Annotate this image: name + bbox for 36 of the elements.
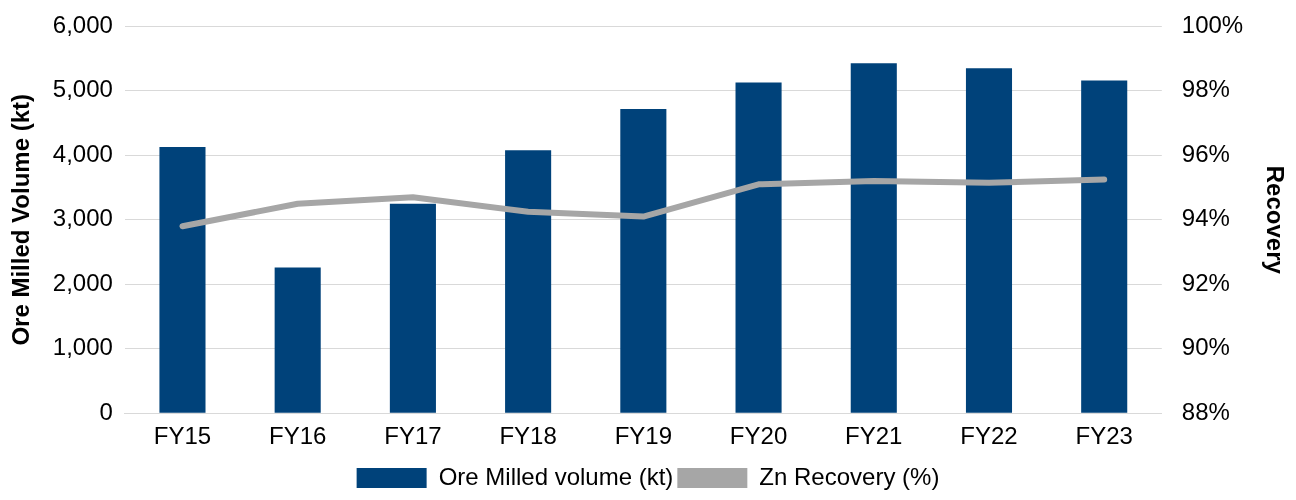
x-tick-label: FY15 bbox=[153, 422, 212, 450]
bar bbox=[505, 150, 552, 413]
bar bbox=[965, 68, 1013, 413]
legend-label: Zn Recovery (%) bbox=[759, 462, 940, 490]
y-tick-label: 3,000 bbox=[52, 204, 113, 232]
bar bbox=[850, 63, 897, 413]
x-tick-label: FY17 bbox=[384, 422, 442, 450]
x-tick-label: FY16 bbox=[269, 422, 327, 450]
y-tick-label: 2,000 bbox=[52, 268, 113, 296]
y-tick-label: 6,000 bbox=[52, 11, 113, 39]
x-tick-label: FY22 bbox=[960, 422, 1018, 450]
y-tick-label: 1,000 bbox=[52, 333, 113, 361]
y2-tick-label: 100% bbox=[1181, 11, 1244, 39]
y2-tick-label: 92% bbox=[1181, 268, 1230, 296]
x-tick-label: FY18 bbox=[499, 422, 557, 450]
bar bbox=[389, 203, 436, 413]
y2-tick-label: 88% bbox=[1181, 397, 1230, 425]
y2-axis-title: Recovery bbox=[1261, 165, 1289, 275]
y2-tick-label: 98% bbox=[1181, 75, 1230, 103]
y2-tick-label: 94% bbox=[1181, 204, 1230, 232]
x-tick-label: FY20 bbox=[729, 422, 788, 450]
y2-tick-label: 96% bbox=[1181, 139, 1230, 167]
x-tick-label: FY19 bbox=[614, 422, 673, 450]
y-tick-label: 4,000 bbox=[52, 139, 113, 167]
x-tick-label: FY21 bbox=[845, 422, 903, 450]
y-axis-title: Ore Milled Volume (kt) bbox=[7, 94, 35, 346]
bar bbox=[620, 108, 667, 413]
legend-label: Ore Milled volume (kt) bbox=[438, 462, 674, 490]
y2-tick-label: 90% bbox=[1181, 333, 1230, 361]
bar bbox=[159, 146, 206, 413]
bar bbox=[274, 267, 321, 413]
bar bbox=[735, 82, 782, 413]
bar bbox=[1081, 80, 1128, 413]
x-tick-label: FY23 bbox=[1075, 422, 1133, 450]
y-tick-label: 0 bbox=[99, 397, 113, 425]
y-tick-label: 5,000 bbox=[52, 75, 113, 103]
